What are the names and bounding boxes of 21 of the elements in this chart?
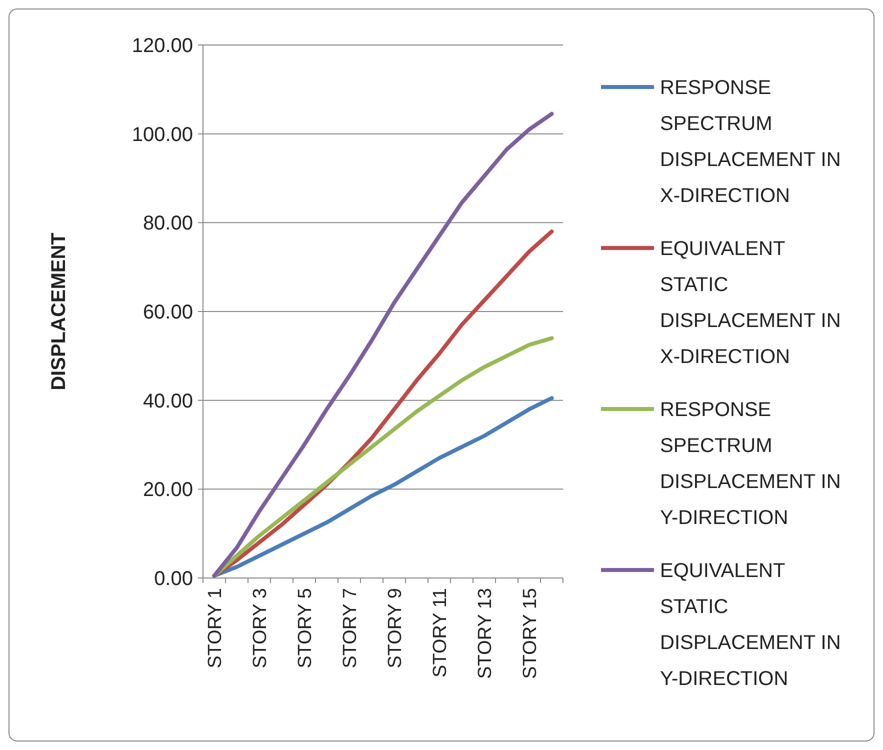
y-tick-label: 80.00	[142, 212, 193, 235]
line-series	[212, 112, 554, 578]
y-tick-label: 100.00	[132, 124, 193, 146]
legend-label: EQUIVALENT STATIC DISPLACEMENT IN X-DIRECTION	[660, 238, 841, 368]
y-tick-label: 40.00	[142, 390, 193, 412]
x-tick-label: STORY 5	[294, 588, 316, 668]
x-tick-label: STORY 3	[250, 588, 271, 668]
legend-label: RESPONSE SPECTRUM DISPLACEMENT IN X-DIRECTION	[660, 77, 841, 207]
legend-label: EQUIVALENT STATIC DISPLACEMENT IN Y-DIRECTION	[660, 560, 841, 690]
x-tick-label: STORY 11	[430, 588, 451, 678]
x-tick-label: STORY 15	[520, 588, 541, 679]
x-tick-label: STORY 9	[384, 588, 406, 668]
x-tick-label: STORY 1	[204, 588, 226, 668]
x-tick-label: STORY 13	[474, 588, 496, 679]
y-tick-label: 120.00	[132, 35, 193, 57]
y-tick-label: 0.00	[154, 568, 193, 590]
x-tick-label: STORY 7	[340, 588, 361, 668]
legend-label: RESPONSE SPECTRUM DISPLACEMENT IN Y-DIRECTION	[660, 399, 841, 529]
y-axis-title: DISPLACEMENT	[48, 232, 70, 390]
y-tick-label: 20.00	[142, 479, 193, 502]
y-tick-label: 60.00	[142, 302, 193, 324]
